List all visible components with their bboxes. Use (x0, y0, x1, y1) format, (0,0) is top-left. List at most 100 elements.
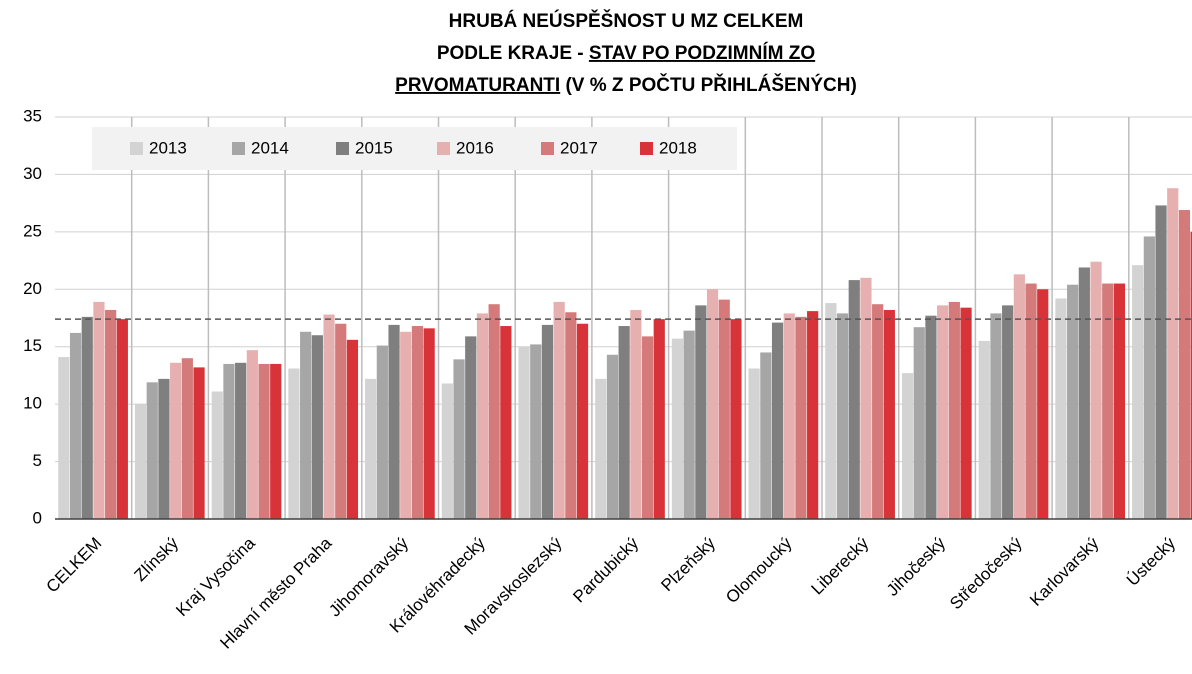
x-tick-label: Olomoucký (722, 533, 796, 607)
bar (671, 338, 684, 519)
bar (376, 345, 388, 519)
bar (465, 336, 477, 519)
bar (1102, 283, 1114, 519)
legend-label: 2017 (560, 138, 598, 157)
x-tick-label: Ústecký (1123, 533, 1180, 590)
legend-label: 2013 (149, 138, 187, 157)
bar (441, 383, 453, 519)
bar (1113, 283, 1126, 519)
bar (300, 331, 312, 519)
x-tick-label: Kraj Vysočina (172, 533, 259, 620)
title-part: STAV PO PODZIMNÍM ZO (589, 42, 815, 64)
bar (346, 339, 359, 519)
y-tick-label: 0 (33, 508, 42, 527)
bar (69, 332, 82, 519)
bar (553, 301, 565, 519)
bar (683, 330, 695, 519)
bar (706, 289, 719, 519)
x-tick-label: Plzeňský (657, 533, 719, 595)
x-tick-label: Liberecký (807, 533, 872, 598)
bar (423, 328, 435, 519)
bar (1078, 267, 1090, 519)
bar (937, 305, 949, 519)
legend-box (92, 127, 737, 170)
bar (1167, 188, 1179, 519)
bar (1178, 210, 1191, 519)
x-tick-label: Zlínský (131, 533, 183, 585)
bar (1090, 261, 1102, 519)
title-part: PODLE KRAJE - (437, 43, 589, 64)
legend-label: 2015 (355, 138, 393, 157)
bar (978, 340, 990, 519)
bar (411, 326, 424, 519)
bar (1067, 284, 1079, 519)
bar (388, 324, 400, 519)
bar (246, 350, 258, 519)
x-tick-label: Jihomoravský (325, 533, 412, 620)
bar (771, 322, 784, 519)
y-tick-label: 30 (23, 164, 42, 183)
bar (825, 303, 837, 519)
legend-swatch (130, 142, 143, 155)
bar (81, 316, 93, 519)
bar (1143, 236, 1155, 520)
bar (836, 313, 849, 519)
y-tick-label: 15 (23, 336, 42, 355)
bar (860, 277, 872, 519)
bar (913, 327, 925, 519)
bar (235, 362, 247, 519)
bar (270, 363, 282, 519)
bar (1025, 283, 1037, 519)
legend-label: 2014 (251, 138, 289, 157)
x-tick-label: Středočeský (946, 533, 1026, 613)
legend-swatch (640, 142, 653, 155)
bar (488, 304, 500, 519)
bar (170, 362, 182, 519)
bar (105, 309, 117, 519)
y-tick-label: 10 (23, 394, 42, 413)
bar (795, 316, 807, 519)
chart-title: PODLE KRAJE - STAV PO PODZIMNÍM ZO (437, 42, 815, 64)
legend-label: 2016 (456, 138, 494, 157)
bar (730, 319, 742, 519)
bar (476, 313, 489, 519)
bar (1132, 265, 1144, 519)
bar (1055, 298, 1067, 519)
bar (960, 307, 972, 519)
bar (760, 352, 772, 519)
title-part: (V % Z POČTU PŘIHLÁŠENÝCH) (560, 74, 857, 96)
legend-swatch (437, 142, 450, 155)
bar (158, 378, 170, 519)
bar (453, 359, 465, 519)
bar (1002, 305, 1014, 519)
y-tick-label: 35 (23, 106, 42, 125)
legend-swatch (541, 142, 554, 155)
y-tick-label: 20 (23, 279, 42, 298)
bar (116, 319, 128, 519)
title-part: HRUBÁ NEÚSPĚŠNOST U MZ CELKEM (449, 10, 804, 32)
legend-swatch (232, 142, 245, 155)
bar (181, 358, 193, 519)
bar (748, 368, 760, 519)
bar (901, 373, 914, 519)
bar (565, 312, 577, 519)
bar (530, 344, 542, 519)
bar (948, 301, 960, 519)
bar (146, 382, 158, 519)
bar (606, 354, 619, 519)
bar (518, 346, 530, 519)
bar (193, 367, 205, 519)
chart-title: PRVOMATURANTI (V % Z POČTU PŘIHLÁŠENÝCH) (395, 74, 857, 96)
title-part: PRVOMATURANTI (395, 75, 560, 96)
bar (400, 331, 412, 519)
bar (323, 314, 335, 519)
bar (93, 301, 105, 519)
y-tick-label: 5 (33, 451, 42, 470)
bar (990, 313, 1002, 519)
bar (872, 304, 884, 519)
bar (541, 324, 554, 519)
bar (1155, 205, 1167, 519)
bar (365, 378, 377, 519)
bar (1190, 231, 1192, 519)
